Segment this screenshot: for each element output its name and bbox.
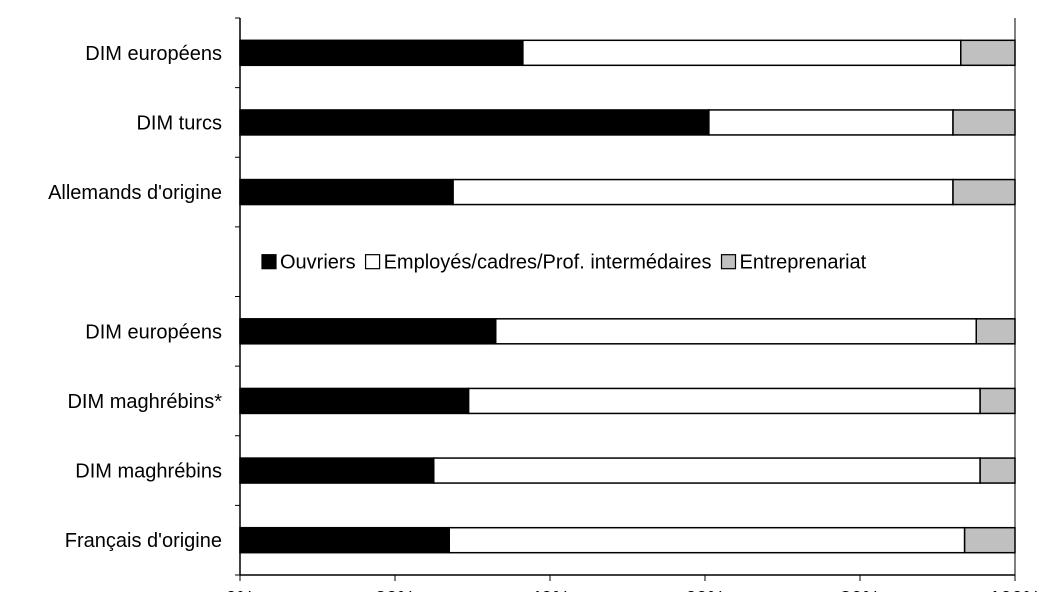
legend-swatch-1 [261,254,277,270]
bar-segment-2 [522,39,962,67]
category-label: DIM turcs [136,112,222,134]
x-tick-label: 20% [375,588,415,592]
bar-segment-1 [239,457,435,484]
bar-segment-3 [979,387,1016,415]
bar-segment-3 [952,109,1016,136]
bar-segment-2 [433,457,981,484]
bar-segment-2 [467,387,981,415]
bar-segment-3 [975,318,1016,345]
bar-segment-2 [448,526,966,554]
bar-segment-1 [239,39,524,67]
bar-segment-1 [239,318,497,345]
x-tick-label: 100% [989,588,1040,592]
bar-segment-3 [979,457,1016,484]
category-label: DIM européens [85,43,222,65]
legend-label-3: Entreprenariat [740,252,867,274]
bar-segment-2 [452,178,954,206]
legend-swatch-2 [364,254,381,270]
category-label: Allemands d'origine [48,182,222,204]
legend-swatch-3 [720,254,737,270]
category-label: Français d'origine [65,530,222,552]
category-label: DIM maghrébins [75,461,222,483]
category-label: DIM maghrébins* [67,391,222,413]
x-tick-label: 0% [226,588,255,592]
bar-segment-1 [239,178,454,206]
bar-segment-3 [952,178,1016,206]
bar-segment-3 [960,39,1016,67]
legend-label-2: Employés/cadres/Prof. intermédaires [384,252,712,274]
bar-segment-1 [239,109,710,136]
bar-segment-2 [708,109,954,136]
x-tick-label: 60% [685,588,725,592]
x-tick-label: 80% [840,588,880,592]
bar-segment-1 [239,526,450,554]
legend-label-1: Ouvriers [280,252,356,274]
plot-area: DIM européens DIM turcs Allemands d'origin… [48,17,1041,592]
x-tick-label: 40% [530,588,570,592]
bar-segment-2 [495,318,977,345]
legend: Ouvriers Employés/cadres/Prof. intermédai… [261,252,867,274]
bar-segment-1 [239,387,470,415]
bar-segment-3 [963,526,1016,554]
category-label: DIM européens [85,321,222,343]
